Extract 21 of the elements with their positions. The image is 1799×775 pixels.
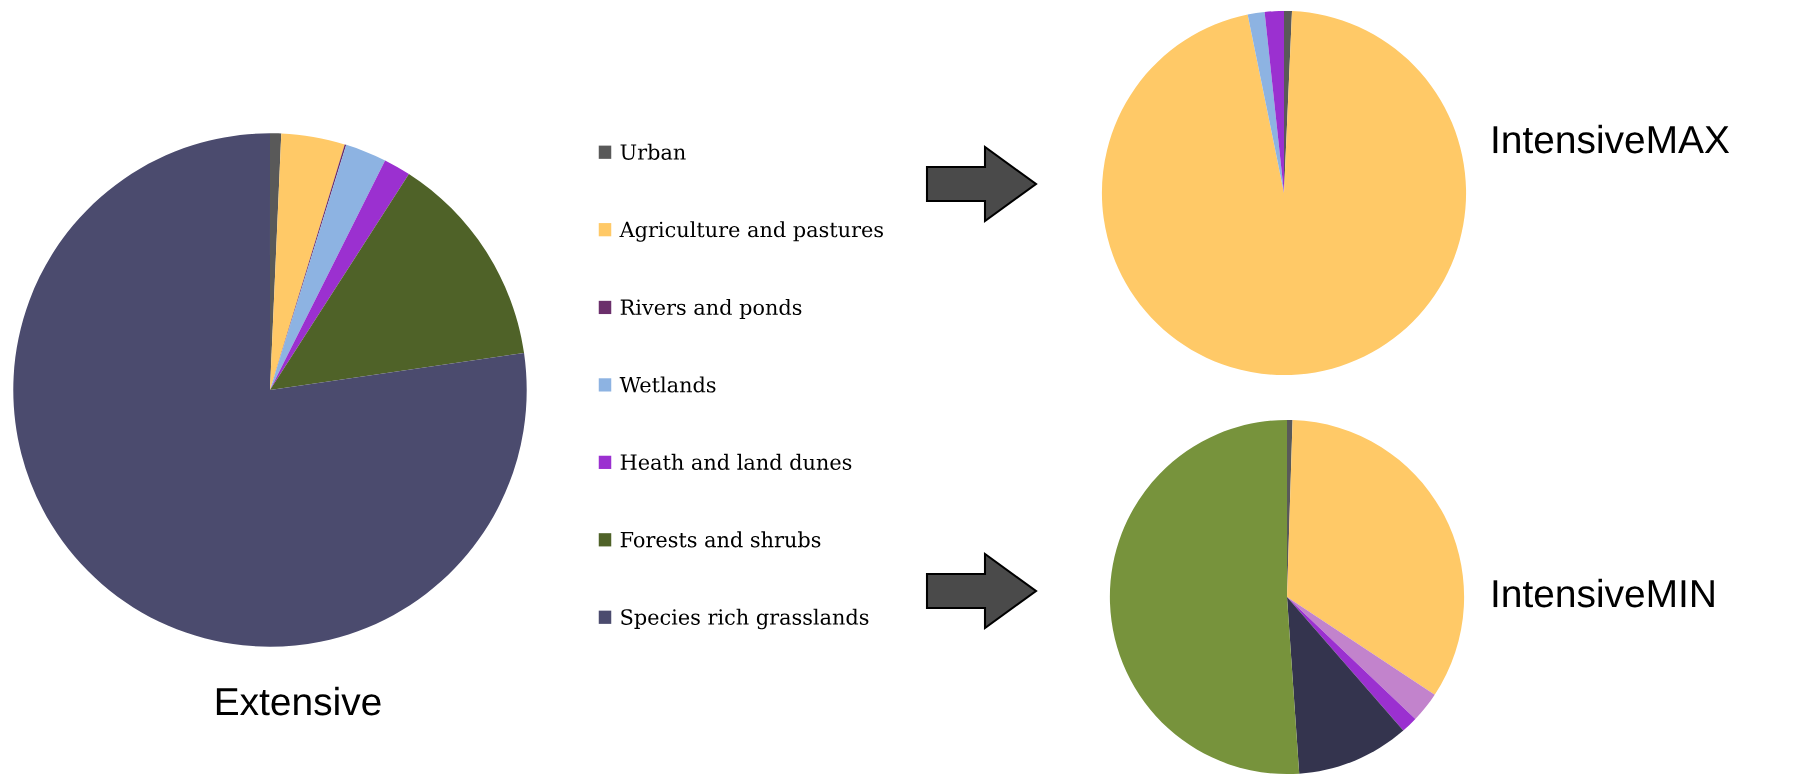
legend-label: Agriculture and pastures bbox=[619, 221, 883, 242]
pie-slice bbox=[1287, 597, 1416, 731]
legend-label: Heath and land dunes bbox=[620, 453, 852, 470]
legend-label: Rivers and ponds bbox=[620, 298, 802, 320]
pie-slice bbox=[270, 144, 386, 390]
pie-slice bbox=[1287, 419, 1465, 695]
pie-slice bbox=[270, 174, 525, 390]
legend-label: Species rich grasslands bbox=[621, 608, 869, 630]
legend-label: Wetlands bbox=[619, 376, 716, 393]
pie-slice bbox=[1287, 597, 1404, 774]
pie-slice bbox=[270, 160, 409, 390]
text: IntensiveMAX bbox=[1493, 124, 1730, 154]
legend-label: Forests and shrubs bbox=[620, 531, 821, 548]
pie-slice bbox=[1287, 597, 1435, 720]
pie-slice bbox=[1247, 11, 1284, 193]
pie-slice bbox=[1101, 11, 1467, 376]
text: IntensiveMIN bbox=[1493, 578, 1714, 608]
pie-slice bbox=[1109, 419, 1300, 775]
pie-slice bbox=[13, 133, 527, 647]
text: Extensive bbox=[216, 686, 381, 716]
legend-label: Urban bbox=[620, 143, 686, 160]
